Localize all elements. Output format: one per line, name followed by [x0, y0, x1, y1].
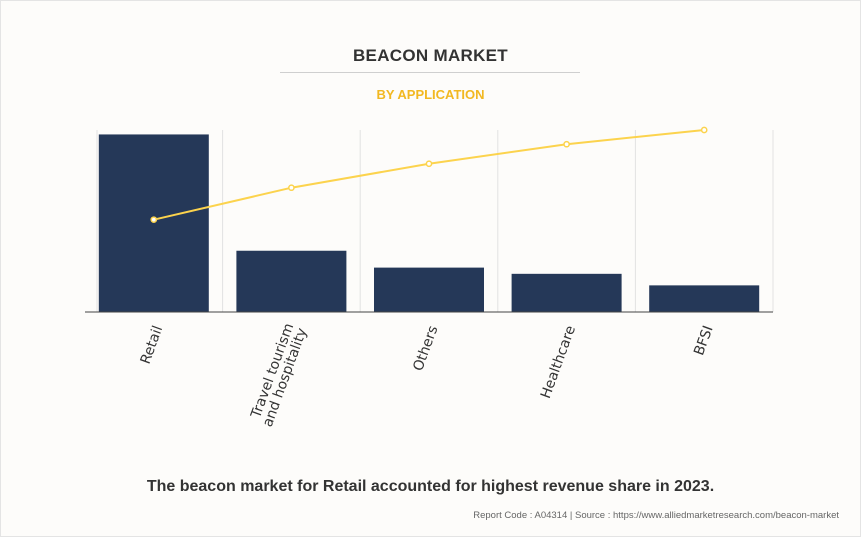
chart-title: BEACON MARKET [352, 46, 508, 65]
chart-subtitle: BY APPLICATION [376, 87, 485, 102]
bar [374, 267, 484, 312]
x-tick-label: Retail [138, 324, 167, 367]
trend-point [563, 140, 570, 148]
source-note: Report Code : A04314 | Source : https://… [473, 510, 839, 521]
x-tick-label: BFSI [691, 324, 716, 358]
title-divider [280, 72, 580, 73]
trend-points [150, 126, 708, 224]
trend-line [153, 129, 705, 221]
bar-series [98, 134, 760, 312]
x-tick-label: Healthcare [538, 324, 579, 401]
trend-point [700, 126, 708, 134]
x-tick-label: Others [410, 324, 441, 374]
bar-line-chart: Retail Travel tourismand hospitality Other… [85, 126, 774, 429]
bar [98, 134, 209, 312]
x-tick-label: Travel tourismand hospitality [247, 321, 311, 429]
trend-point [150, 216, 158, 224]
bar [511, 273, 622, 312]
chart-caption: The beacon market for Retail accounted f… [146, 478, 715, 495]
bar [649, 285, 760, 312]
x-tick-labels: Retail Travel tourismand hospitality Other… [138, 321, 717, 429]
bar [236, 250, 347, 312]
trend-point [425, 160, 433, 168]
trend-point [288, 184, 295, 192]
grid-lines [96, 130, 774, 312]
